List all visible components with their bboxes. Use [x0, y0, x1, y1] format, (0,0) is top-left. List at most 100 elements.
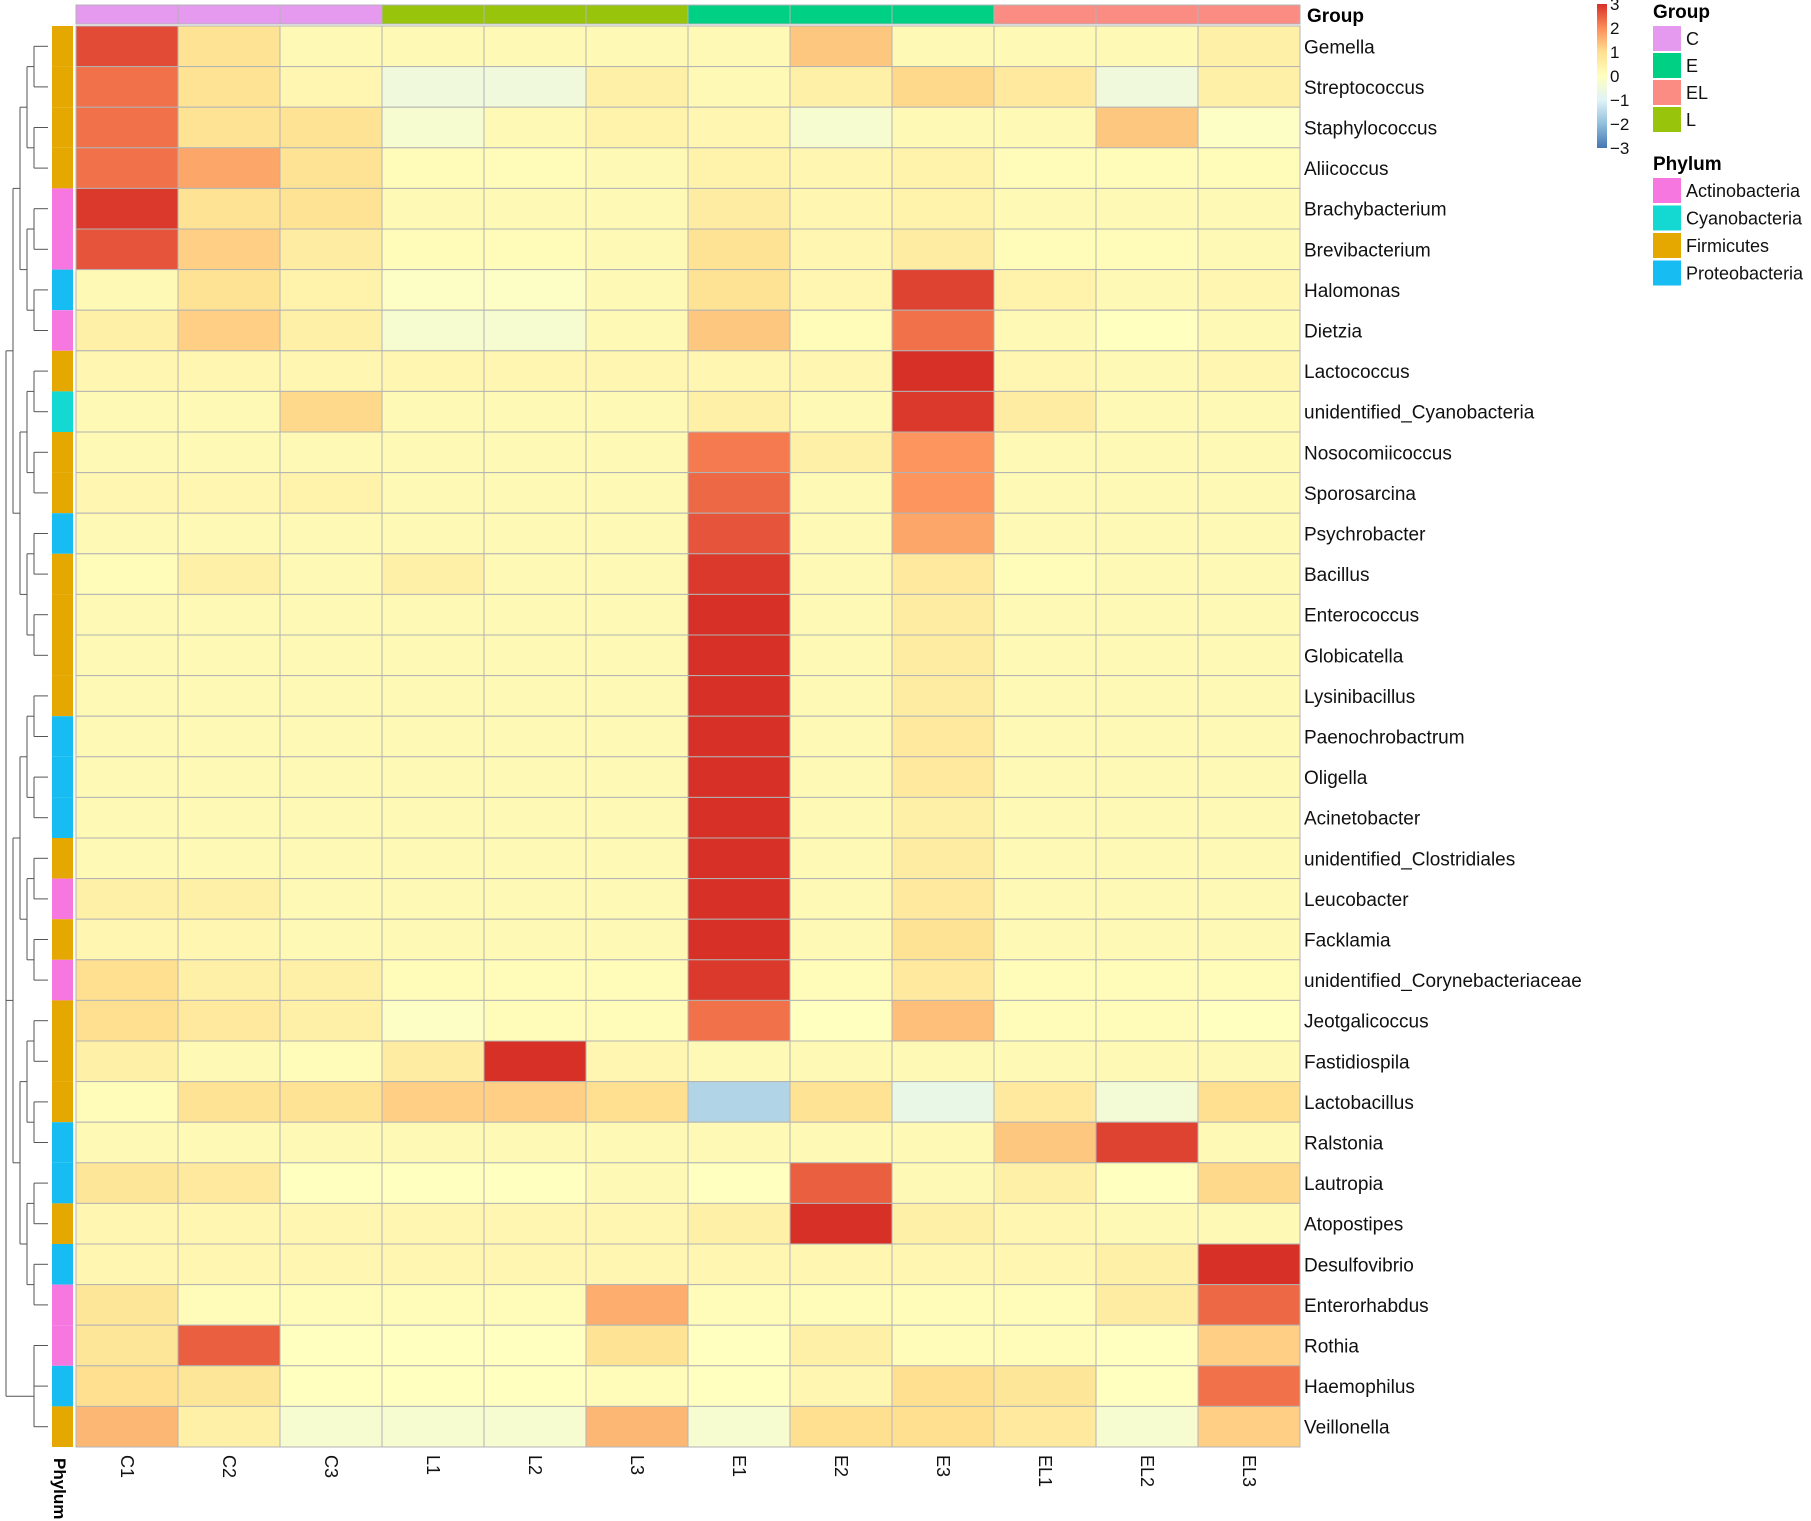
row-label: Lactobacillus [1304, 1093, 1414, 1114]
heatmap-cell [687, 1284, 791, 1326]
heatmap-cell [1095, 431, 1199, 474]
phylum-legend-swatch [1653, 205, 1681, 231]
heatmap-cell [177, 350, 281, 392]
heatmap-cell [1197, 1040, 1301, 1083]
heatmap-cell [585, 959, 689, 1001]
heatmap-cell [381, 1243, 485, 1286]
heatmap-cell [279, 350, 383, 392]
heatmap-cell [687, 1405, 791, 1448]
heatmap-cell [687, 1081, 791, 1123]
heatmap-cell [993, 675, 1097, 717]
heatmap-cell [891, 1081, 995, 1123]
heatmap-cell [177, 431, 281, 474]
row-label: Fastidiospila [1304, 1052, 1410, 1073]
group-annotation-cell [177, 4, 281, 25]
heatmap-cell [381, 634, 485, 677]
heatmap-cell [279, 1162, 383, 1204]
heatmap-cell [1095, 1324, 1199, 1367]
heatmap-cell [585, 1162, 689, 1204]
phylum-annotation-cell [52, 1081, 73, 1123]
heatmap-cell [279, 66, 383, 108]
heatmap-cell [75, 675, 179, 717]
heatmap-cell [483, 756, 587, 798]
heatmap-cell [1197, 472, 1301, 514]
color-scale-tick-label: 1 [1610, 43, 1619, 62]
phylum-annotation-cell [52, 1041, 73, 1082]
group-annotation-cell [279, 4, 383, 25]
heatmap-cell [1095, 553, 1199, 595]
row-label: Rothia [1304, 1337, 1359, 1358]
heatmap-cell [687, 634, 791, 677]
column-labels: C1 C2 C3 L1 L2 L3 E1 E2 E3 EL1 EL2 EL3 [117, 1455, 1259, 1487]
phylum-annotation-cell [52, 1162, 73, 1204]
heatmap-cell [1197, 350, 1301, 392]
row-label: Brachybacterium [1304, 200, 1447, 221]
heatmap-cell [993, 1284, 1097, 1326]
heatmap-cell [993, 1365, 1097, 1407]
row-label: Enterococcus [1304, 606, 1419, 627]
heatmap-cell [75, 878, 179, 920]
heatmap-cell [177, 1324, 281, 1367]
heatmap-cell [279, 1081, 383, 1123]
heatmap-cell [687, 187, 791, 230]
heatmap-cell [381, 228, 485, 271]
heatmap-cell [993, 1405, 1097, 1448]
heatmap-cell [75, 1243, 179, 1286]
heatmap-cell [177, 390, 281, 433]
column-label: EL2 [1137, 1455, 1157, 1487]
heatmap-cell [1095, 390, 1199, 433]
heatmap-cell [585, 66, 689, 108]
heatmap-cell [483, 350, 587, 392]
heatmap-cell [993, 715, 1097, 758]
heatmap-cell [279, 999, 383, 1042]
row-label: Halomonas [1304, 281, 1400, 302]
heatmap-cell [789, 918, 893, 961]
heatmap-cell [483, 959, 587, 1001]
phylum-legend-title: Phylum [1653, 154, 1722, 175]
heatmap-cell [381, 390, 485, 433]
heatmap-cell [891, 959, 995, 1001]
heatmap-cell [483, 228, 587, 271]
phylum-annotation-cell [52, 310, 73, 351]
heatmap-cell [177, 837, 281, 880]
heatmap-cell [891, 66, 995, 108]
heatmap-cell [687, 1324, 791, 1367]
heatmap-cell [279, 918, 383, 961]
heatmap-cell [789, 959, 893, 1001]
row-label: Dietzia [1304, 322, 1363, 343]
heatmap-cell [687, 1121, 791, 1164]
heatmap-cell [891, 187, 995, 230]
heatmap-cell [177, 756, 281, 798]
heatmap-cell [585, 228, 689, 271]
heatmap-cell [75, 634, 179, 677]
phylum-legend-label: Actinobacteria [1686, 181, 1801, 201]
heatmap-cell [1095, 756, 1199, 798]
heatmap-cell [381, 1202, 485, 1245]
heatmap-cell [1197, 634, 1301, 677]
heatmap-cell [585, 756, 689, 798]
heatmap-cell [993, 1324, 1097, 1367]
heatmap-cell [1095, 269, 1199, 311]
heatmap-cell [75, 1405, 179, 1448]
heatmap-cell [687, 959, 791, 1001]
row-label: Psychrobacter [1304, 525, 1426, 546]
heatmap-cell [75, 756, 179, 798]
heatmap-cell [381, 675, 485, 717]
heatmap-cell [585, 878, 689, 920]
heatmap-cell [381, 431, 485, 474]
heatmap-cell [279, 25, 383, 68]
heatmap-cell [381, 25, 485, 68]
heatmap-cell [75, 228, 179, 271]
column-label: E2 [831, 1455, 851, 1477]
heatmap-cell [177, 1121, 281, 1164]
phylum-annotation-cell [52, 26, 73, 67]
heatmap-cell [993, 25, 1097, 68]
heatmap-cell [789, 350, 893, 392]
row-label: Haemophilus [1304, 1377, 1415, 1398]
heatmap-cell [483, 512, 587, 555]
group-legend-title: Group [1653, 2, 1710, 23]
column-label: C1 [117, 1455, 137, 1478]
heatmap-cell [75, 837, 179, 880]
heatmap-cell [993, 878, 1097, 920]
heatmap-cell [279, 756, 383, 798]
